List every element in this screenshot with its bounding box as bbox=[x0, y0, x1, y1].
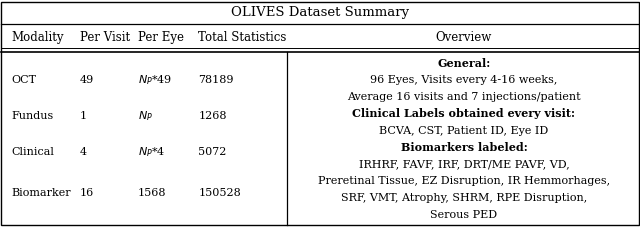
Text: 49: 49 bbox=[80, 75, 94, 85]
Text: 4: 4 bbox=[80, 147, 87, 157]
Text: 78189: 78189 bbox=[198, 75, 234, 85]
Text: Total Statistics: Total Statistics bbox=[198, 31, 287, 44]
Text: 150528: 150528 bbox=[198, 188, 241, 198]
Text: Overview: Overview bbox=[436, 31, 492, 44]
Text: OCT: OCT bbox=[12, 75, 36, 85]
Text: 1568: 1568 bbox=[138, 188, 166, 198]
Text: Biomarkers labeled:: Biomarkers labeled: bbox=[401, 142, 527, 153]
Text: BCVA, CST, Patient ID, Eye ID: BCVA, CST, Patient ID, Eye ID bbox=[380, 126, 548, 136]
Text: 96 Eyes, Visits every 4-16 weeks,: 96 Eyes, Visits every 4-16 weeks, bbox=[371, 75, 557, 85]
Text: Per Visit: Per Visit bbox=[80, 31, 130, 44]
Text: 16: 16 bbox=[80, 188, 94, 198]
Text: $N_P$: $N_P$ bbox=[138, 109, 152, 123]
Text: 1: 1 bbox=[80, 111, 87, 121]
Text: 1268: 1268 bbox=[198, 111, 227, 121]
Text: Fundus: Fundus bbox=[12, 111, 54, 121]
Text: Clinical: Clinical bbox=[12, 147, 54, 157]
Text: $N_P$*4: $N_P$*4 bbox=[138, 145, 165, 159]
Text: General:: General: bbox=[437, 58, 491, 69]
Text: IRHRF, FAVF, IRF, DRT/ME PAVF, VD,: IRHRF, FAVF, IRF, DRT/ME PAVF, VD, bbox=[358, 159, 570, 169]
Text: Preretinal Tissue, EZ Disruption, IR Hemmorhages,: Preretinal Tissue, EZ Disruption, IR Hem… bbox=[318, 176, 610, 186]
Text: $N_P$*49: $N_P$*49 bbox=[138, 73, 172, 87]
Text: OLIVES Dataset Summary: OLIVES Dataset Summary bbox=[231, 6, 409, 19]
Text: Modality: Modality bbox=[12, 31, 64, 44]
Text: Per Eye: Per Eye bbox=[138, 31, 184, 44]
Text: SRF, VMT, Atrophy, SHRM, RPE Disruption,: SRF, VMT, Atrophy, SHRM, RPE Disruption, bbox=[341, 193, 587, 203]
Text: Biomarker: Biomarker bbox=[12, 188, 71, 198]
Text: Clinical Labels obtained every visit:: Clinical Labels obtained every visit: bbox=[353, 108, 575, 119]
Text: Average 16 visits and 7 injections/patient: Average 16 visits and 7 injections/patie… bbox=[347, 92, 581, 102]
Text: Serous PED: Serous PED bbox=[431, 210, 497, 220]
Text: 5072: 5072 bbox=[198, 147, 227, 157]
